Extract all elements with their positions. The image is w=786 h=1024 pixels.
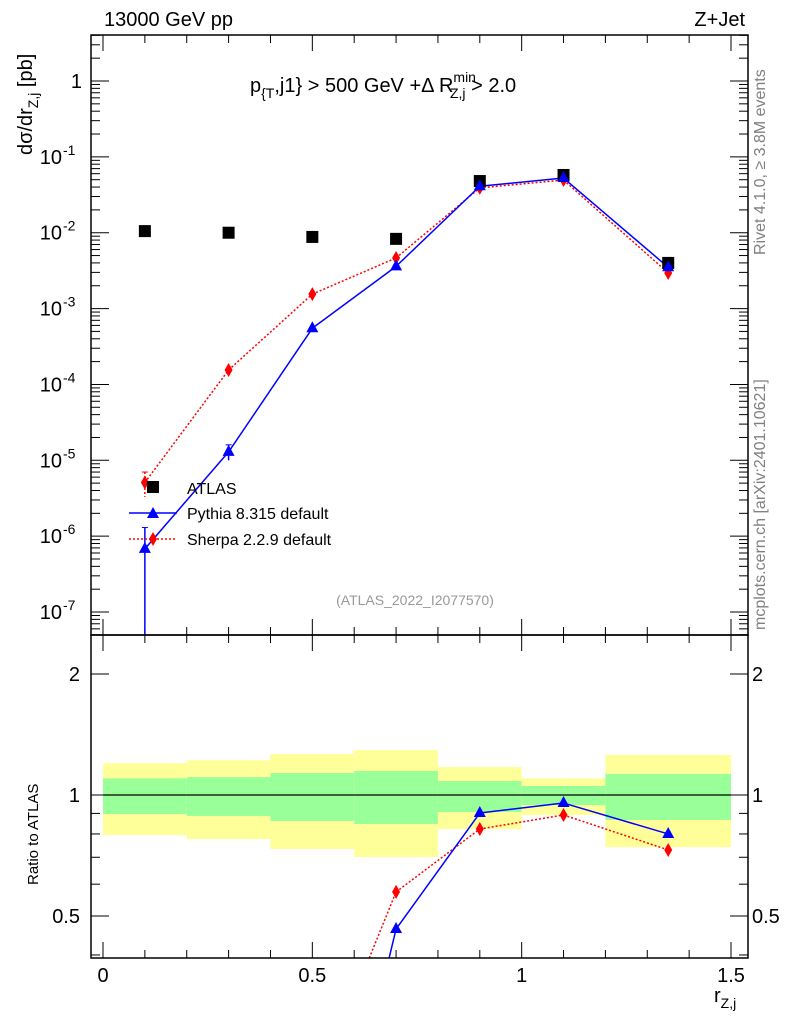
y-tick-exponent: -7	[63, 597, 76, 613]
main-panel-marks	[138, 168, 675, 635]
band-inner	[186, 777, 271, 816]
atlas-point	[138, 225, 151, 238]
sherpa-ratio-point	[475, 822, 484, 837]
sherpa-point	[140, 475, 149, 490]
legend-sherpa-marker	[149, 532, 157, 546]
pythia-line	[395, 185, 481, 267]
pythia-ratio-line	[563, 802, 669, 835]
x-tick-label: 1.5	[717, 965, 745, 987]
data-marks	[138, 168, 675, 958]
atlas-point	[390, 232, 403, 245]
x-tick-label: 0.5	[298, 965, 326, 987]
pythia-ratio-line	[388, 928, 397, 958]
pythia-point	[306, 321, 319, 333]
sherpa-ratio-line	[395, 828, 481, 893]
sherpa-line	[479, 179, 564, 189]
atlas-point	[222, 226, 235, 239]
sherpa-ratio-point	[559, 807, 568, 822]
pythia-point	[222, 444, 235, 456]
pythia-point	[662, 260, 675, 272]
y-tick-exponent: -2	[63, 218, 76, 234]
pythia-ratio-point	[557, 796, 570, 808]
pythia-ratio-point	[473, 806, 486, 818]
legend: ATLAS Pythia 8.315 default Sherpa 2.2.9 …	[129, 481, 332, 549]
atlas-point	[306, 230, 319, 243]
ratio-y-tick-label: 1	[69, 785, 80, 807]
pythia-ratio-line	[479, 802, 564, 814]
band-inner	[270, 773, 355, 821]
sherpa-point	[392, 250, 401, 265]
y-tick-exponent: -6	[63, 521, 76, 537]
y-tick-label: 10	[40, 374, 62, 396]
pythia-ratio-point	[390, 922, 403, 934]
pythia-line	[479, 177, 564, 187]
x-tick-label: 0	[97, 965, 108, 987]
y-tick-label: 1	[71, 71, 82, 93]
y-tick-exponent: -4	[63, 369, 76, 385]
y-tick-exponent: -5	[63, 445, 76, 461]
legend-pythia-marker	[147, 507, 159, 518]
legend-atlas-label: ATLAS	[187, 481, 237, 498]
ratio-y-tick-label: 2	[69, 664, 80, 686]
ratio-y-tick-label: 0.5	[52, 906, 80, 928]
ratio-y-tick-label-right: 1	[752, 785, 763, 807]
legend-atlas-marker	[147, 481, 159, 493]
band-inner	[354, 771, 438, 824]
xlabel: rZ,j	[714, 985, 736, 1011]
sherpa-ratio-point	[664, 842, 673, 857]
y-tick-label: 10	[40, 147, 62, 169]
pythia-point	[390, 259, 403, 271]
pythia-point	[557, 171, 570, 183]
legend-pythia-label: Pythia 8.315 default	[187, 506, 329, 523]
ratio-frame	[90, 634, 749, 959]
pythia-point	[138, 541, 151, 553]
pythia-ratio-point	[662, 826, 675, 838]
ratio-bands	[103, 750, 732, 858]
y-tick-label: 10	[40, 450, 62, 472]
ratio-y-tick-label-right: 0.5	[752, 906, 780, 928]
sherpa-line	[144, 369, 230, 483]
y-tick-label: 10	[40, 526, 62, 548]
ratio-y-tick-label-right: 2	[752, 664, 763, 686]
pythia-line	[311, 265, 397, 329]
sherpa-line	[563, 179, 669, 274]
sherpa-point	[308, 287, 317, 302]
y-tick-exponent: -1	[63, 142, 76, 158]
reference-label: (ATLAS_2022_I2077570)	[336, 592, 494, 608]
y-tick-label: 10	[40, 299, 62, 321]
pythia-line	[144, 451, 230, 550]
y-tick-label: 10	[40, 223, 62, 245]
sherpa-ratio-point	[392, 884, 401, 899]
mcplots-label: mcplots.cern.ch [arXiv:2401.10621]	[752, 379, 769, 630]
pythia-line	[227, 327, 313, 453]
band-inner	[103, 778, 187, 814]
sherpa-point	[224, 363, 233, 378]
rivet-label: Rivet 4.1.0, ≥ 3.8M events	[752, 69, 769, 255]
ratio-panel-marks	[368, 796, 675, 958]
header-left: 13000 GeV pp	[104, 9, 233, 31]
pythia-ratio-line	[395, 812, 481, 930]
plot-title: p{T,j1} > 500 GeV +Δ Rmin Z,j > 2.0	[250, 69, 516, 101]
pythia-point	[473, 179, 486, 191]
legend-sherpa-label: Sherpa 2.2.9 default	[187, 532, 332, 549]
y-tick-exponent: -3	[63, 294, 76, 310]
band-inner	[605, 773, 732, 820]
sherpa-line	[312, 257, 397, 295]
x-tick-label: 1	[516, 965, 527, 987]
pythia-line	[563, 177, 669, 268]
y-tick-label: 10	[40, 602, 62, 624]
main-ylabel: dσ/drZ,j [pb]	[15, 54, 41, 155]
header-right: Z+Jet	[694, 9, 745, 31]
sherpa-line	[228, 293, 313, 371]
ratio-ylabel: Ratio to ATLAS	[25, 784, 42, 885]
